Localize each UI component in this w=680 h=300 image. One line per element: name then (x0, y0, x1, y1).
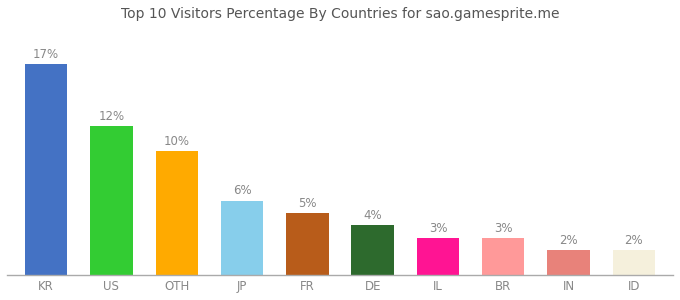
Bar (90, 126, 133, 275)
Text: 4%: 4% (363, 209, 382, 222)
Bar (482, 238, 524, 275)
Text: 5%: 5% (298, 197, 317, 210)
Bar (613, 250, 655, 275)
Bar (417, 238, 459, 275)
Title: Top 10 Visitors Percentage By Countries for sao.gamesprite.me: Top 10 Visitors Percentage By Countries … (121, 7, 559, 21)
Text: 2%: 2% (559, 234, 578, 247)
Bar (352, 225, 394, 275)
Text: 3%: 3% (494, 222, 513, 235)
Text: 17%: 17% (33, 47, 59, 61)
Bar (25, 64, 67, 275)
Bar (547, 250, 590, 275)
Bar (221, 200, 263, 275)
Text: 2%: 2% (624, 234, 643, 247)
Text: 6%: 6% (233, 184, 252, 197)
Bar (156, 151, 198, 275)
Text: 10%: 10% (164, 135, 190, 148)
Text: 12%: 12% (99, 110, 124, 123)
Text: 3%: 3% (428, 222, 447, 235)
Bar (286, 213, 328, 275)
